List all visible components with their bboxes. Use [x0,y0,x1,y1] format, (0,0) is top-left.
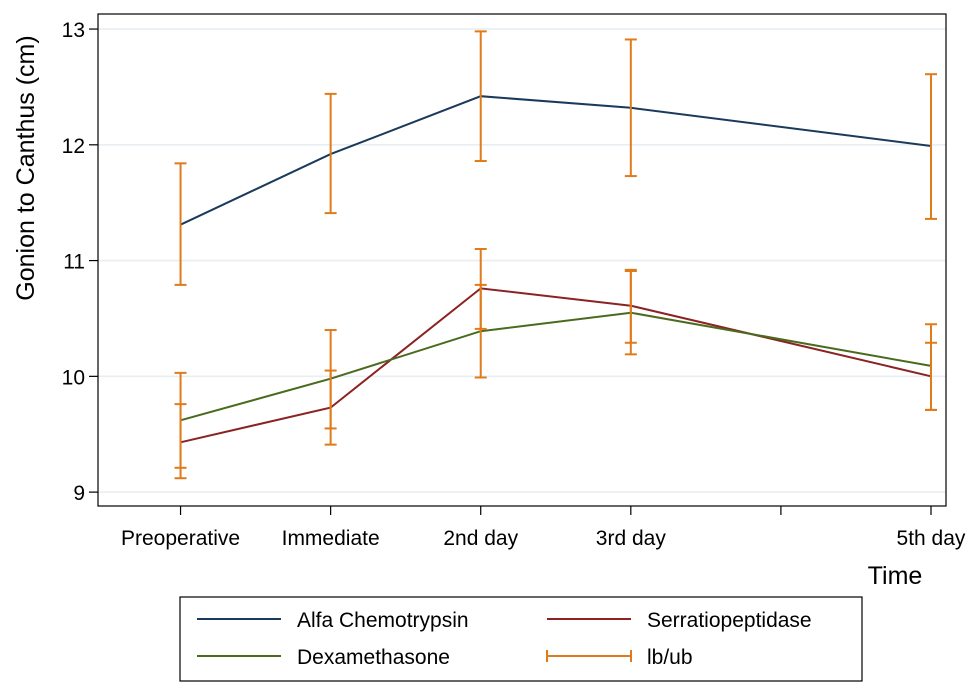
x-tick-label: 2nd day [443,527,518,550]
x-tick-label: Preoperative [121,527,240,550]
y-axis-label: Gonion to Canthus (cm) [12,35,40,300]
legend-label: Dexamethasone [297,646,450,669]
x-tick-label: 3rd day [596,527,667,550]
legend-label: lb/ub [647,646,693,669]
x-axis-label: Time [868,562,923,590]
gridlines [98,28,946,493]
legend-label: Alfa Chemotrypsin [297,609,469,632]
legend: Alfa Chemotrypsin Serratiopeptidase Dexame… [179,596,863,682]
y-tick-label: 12 [62,135,85,158]
y-tick-label: 10 [62,366,85,389]
y-tick-label: 13 [62,19,85,42]
y-tick-label: 11 [63,251,85,274]
error-bars [174,30,937,480]
axes: 9 10 11 12 13 Preoperative Immediate 2nd day 3rd… [62,13,966,550]
legend-label: Serratiopeptidase [647,609,812,632]
x-tick-label: 5th day [897,527,966,550]
legend-box [179,596,863,682]
y-tick-label: 9 [73,482,85,505]
x-tick-label: Immediate [282,527,380,550]
